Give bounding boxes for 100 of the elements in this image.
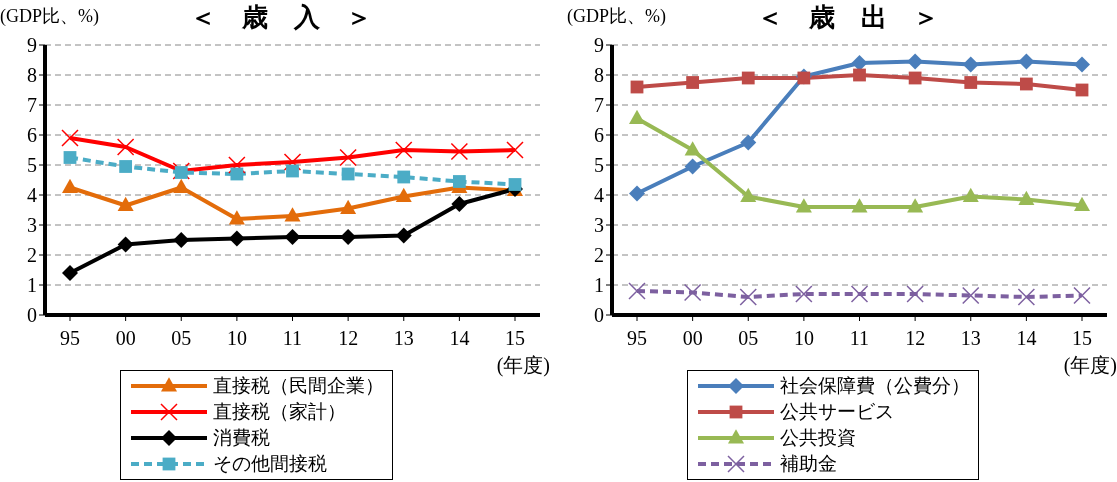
- x-tick-label: 95: [60, 327, 80, 350]
- point: [1073, 286, 1091, 305]
- x-tick-label: 14: [1016, 327, 1037, 350]
- x-tick-label: 15: [505, 327, 525, 350]
- point: [506, 141, 524, 159]
- point: [906, 285, 924, 303]
- point: [283, 153, 302, 171]
- legend-label: その他間接税: [213, 452, 327, 476]
- y-tick-label: 2: [594, 244, 604, 267]
- y-tick-label: 5: [594, 154, 604, 177]
- point: [964, 76, 978, 89]
- y-tick-label: 1: [594, 274, 604, 297]
- legend-label: 補助金: [780, 452, 837, 476]
- point: [1074, 56, 1090, 73]
- y-tick-label: 0: [27, 304, 37, 327]
- point: [907, 53, 924, 70]
- y-tick-label: 8: [27, 64, 37, 87]
- point: [962, 286, 980, 305]
- x-tick-label: 10: [226, 327, 247, 350]
- x-tick-label: 13: [393, 327, 414, 350]
- y-axis-title: (GDP比、%): [0, 5, 99, 28]
- x-tick-label: 10: [793, 327, 814, 350]
- point: [228, 156, 246, 174]
- point: [1018, 53, 1035, 70]
- point: [284, 207, 301, 222]
- point: [340, 229, 357, 245]
- legend-label: 直接税（家計）: [213, 400, 346, 424]
- point: [739, 288, 757, 306]
- y-tick-label: 1: [27, 274, 37, 297]
- point: [1019, 77, 1033, 91]
- y-axis-title: (GDP比、%): [567, 5, 666, 28]
- point: [684, 141, 701, 156]
- y-tick-label: 9: [27, 34, 37, 57]
- point: [741, 71, 755, 85]
- point: [907, 198, 924, 213]
- point: [740, 134, 757, 151]
- point: [63, 151, 77, 164]
- legend-label: 公共サービス: [780, 400, 894, 424]
- y-tick-label: 5: [27, 154, 37, 177]
- chart-title: ＜ 歳 出 ＞: [757, 2, 939, 34]
- point: [851, 55, 868, 71]
- point: [508, 178, 522, 191]
- point: [119, 160, 133, 173]
- point: [116, 138, 135, 156]
- chart-title: ＜ 歳 入 ＞: [190, 2, 372, 34]
- x-axis-title: (年度): [1063, 353, 1117, 379]
- x-tick-label: 15: [1072, 327, 1092, 350]
- point: [684, 158, 701, 175]
- point: [230, 167, 244, 181]
- legend-label: 社会保障費（公費分）: [780, 374, 970, 398]
- y-tick-label: 0: [594, 304, 604, 327]
- point: [61, 129, 79, 147]
- x-tick-label: 11: [849, 327, 870, 350]
- y-tick-label: 8: [594, 64, 604, 87]
- x-tick-label: 05: [738, 327, 759, 350]
- x-tick-label: 12: [905, 327, 926, 350]
- point: [174, 166, 188, 179]
- y-tick-label: 6: [27, 124, 37, 147]
- point: [286, 164, 299, 178]
- y-tick-label: 7: [27, 94, 37, 117]
- y-tick-label: 3: [594, 214, 604, 237]
- point: [62, 265, 78, 281]
- point: [451, 196, 468, 212]
- point: [395, 141, 413, 159]
- x-tick-label: 12: [338, 327, 359, 350]
- legend-label: 消費税: [213, 426, 270, 450]
- point: [452, 175, 466, 188]
- point: [395, 227, 412, 244]
- x-tick-label: 05: [171, 327, 192, 350]
- x-tick-label: 11: [282, 327, 303, 350]
- x-tick-label: 95: [627, 327, 647, 350]
- legend-label: 直接税（民間企業）: [213, 374, 384, 398]
- point: [908, 71, 922, 85]
- point: [683, 283, 702, 302]
- point: [340, 199, 357, 215]
- point: [395, 187, 412, 203]
- y-tick-label: 2: [27, 244, 37, 267]
- point: [962, 187, 979, 203]
- point: [629, 185, 645, 202]
- point: [686, 76, 700, 89]
- point: [228, 230, 245, 247]
- point: [850, 285, 869, 303]
- x-tick-label: 00: [115, 327, 136, 350]
- point: [795, 285, 813, 303]
- point: [962, 56, 979, 73]
- point: [228, 210, 245, 225]
- point: [851, 198, 868, 213]
- y-tick-label: 9: [594, 34, 604, 57]
- point: [450, 142, 469, 161]
- x-tick-label: 13: [960, 327, 981, 350]
- point: [1017, 288, 1036, 306]
- point: [117, 236, 134, 253]
- point: [173, 232, 190, 248]
- y-tick-label: 4: [594, 184, 604, 207]
- y-tick-label: 4: [27, 184, 37, 207]
- point: [117, 196, 134, 212]
- x-axis-title: (年度): [496, 353, 550, 379]
- point: [740, 187, 757, 203]
- point: [629, 109, 645, 125]
- y-tick-label: 3: [27, 214, 37, 237]
